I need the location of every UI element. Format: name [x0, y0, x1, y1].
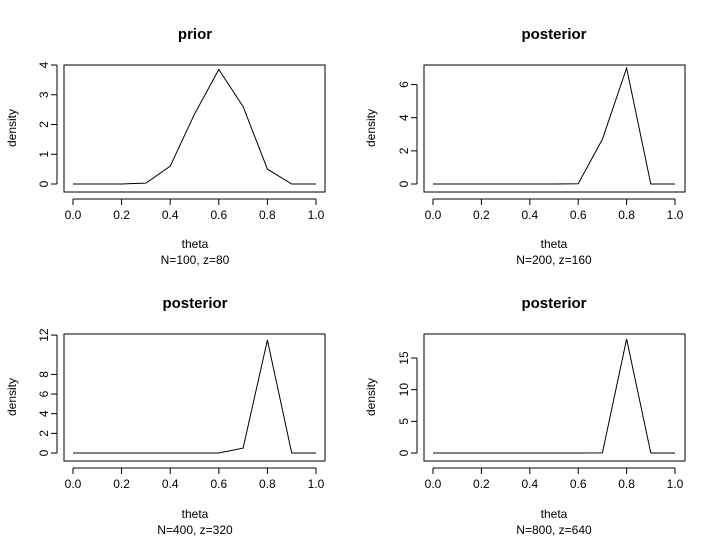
panel-4-y-label: density: [364, 378, 378, 416]
panel-4-plot-frame: [423, 333, 686, 462]
panel-4-x-label: theta: [541, 507, 568, 521]
panel-4: posterior 0.0 0.2 0.4 0.6 0.8 1.0 0 5 10 15 thet…: [364, 295, 686, 537]
y-tick-label: 6: [397, 81, 411, 88]
y-tick-label: 4: [37, 61, 51, 68]
panel-2-subtitle: N=200, z=160: [516, 253, 592, 267]
x-tick-label: 0.6: [210, 208, 227, 222]
x-tick-label: 0.6: [210, 477, 227, 491]
x-tick-label: 0.8: [618, 208, 635, 222]
panel-1: prior 0.0 0.2 0.4 0.6 0.8 1.0 0 1 2 3 4 theta N=1…: [5, 26, 326, 267]
x-tick-label: 0.4: [521, 477, 538, 491]
panel-3-y-axis: 0 2 4 6 8 12: [37, 328, 58, 456]
panel-2-y-label: density: [364, 109, 378, 147]
panel-1-series: [73, 68, 316, 185]
panel-4-title: posterior: [521, 295, 586, 312]
panel-4-x-axis: 0.0 0.2 0.4 0.6 0.8 1.0: [425, 467, 684, 491]
panel-3-plot-frame: [63, 333, 326, 462]
y-tick-label: 5: [397, 418, 411, 425]
x-tick-label: 1.0: [667, 477, 684, 491]
x-tick-label: 0.6: [570, 477, 587, 491]
y-tick-label: 8: [37, 371, 51, 378]
y-tick-label: 0: [37, 180, 51, 187]
panel-4-subtitle: N=800, z=640: [516, 523, 592, 537]
y-tick-label: 4: [397, 114, 411, 121]
x-tick-label: 1.0: [308, 208, 325, 222]
x-tick-label: 0.2: [473, 477, 490, 491]
x-tick-label: 0.6: [570, 208, 587, 222]
panel-3: posterior 0.0 0.2 0.4 0.6 0.8 1.0 0 2 4 6 8 12 the…: [5, 295, 326, 537]
density-line: [433, 66, 675, 185]
x-tick-label: 0.2: [473, 208, 490, 222]
y-tick-label: 0: [37, 449, 51, 456]
panel-1-x-label: theta: [182, 237, 209, 251]
x-tick-label: 0.0: [65, 477, 82, 491]
panel-4-series: [433, 338, 675, 454]
y-tick-label: 10: [397, 383, 411, 397]
panel-2-x-label: theta: [541, 237, 568, 251]
panel-3-x-axis: 0.0 0.2 0.4 0.6 0.8 1.0: [65, 467, 325, 491]
y-tick-label: 0: [397, 180, 411, 187]
x-tick-label: 1.0: [308, 477, 325, 491]
panel-3-subtitle: N=400, z=320: [157, 523, 233, 537]
x-tick-label: 0.2: [113, 477, 130, 491]
y-tick-label: 3: [37, 91, 51, 98]
x-tick-label: 0.4: [162, 208, 179, 222]
panel-4-y-axis: 0 5 10 15: [397, 351, 418, 456]
panel-2-series: [433, 66, 675, 185]
y-tick-label: 4: [37, 410, 51, 417]
panel-1-y-axis: 0 1 2 3 4: [37, 61, 58, 187]
panel-2-title: posterior: [521, 26, 586, 43]
x-tick-label: 0.8: [259, 208, 276, 222]
x-tick-label: 0.8: [618, 477, 635, 491]
x-tick-label: 0.8: [259, 477, 276, 491]
x-tick-label: 0.0: [65, 208, 82, 222]
panel-3-series: [73, 339, 316, 454]
x-tick-label: 0.0: [425, 477, 442, 491]
y-tick-label: 15: [397, 351, 411, 365]
y-tick-label: 1: [37, 151, 51, 158]
density-line: [73, 68, 316, 185]
panel-1-title: prior: [178, 26, 212, 43]
panel-3-y-label: density: [5, 378, 19, 416]
y-tick-label: 2: [397, 147, 411, 154]
panel-3-x-label: theta: [182, 507, 209, 521]
panel-3-title: posterior: [162, 295, 227, 312]
density-line: [433, 338, 675, 454]
x-tick-label: 0.0: [425, 208, 442, 222]
panel-1-plot-frame: [63, 64, 326, 193]
panel-1-y-label: density: [5, 109, 19, 147]
y-tick-label: 0: [397, 449, 411, 456]
x-tick-label: 0.4: [521, 208, 538, 222]
density-line: [73, 339, 316, 454]
x-tick-label: 0.2: [113, 208, 130, 222]
x-tick-label: 1.0: [667, 208, 684, 222]
x-tick-label: 0.4: [162, 477, 179, 491]
panel-2-y-axis: 0 2 4 6: [397, 81, 418, 187]
y-tick-label: 6: [37, 390, 51, 397]
y-tick-label: 2: [37, 121, 51, 128]
panel-2-x-axis: 0.0 0.2 0.4 0.6 0.8 1.0: [425, 198, 684, 222]
panel-1-subtitle: N=100, z=80: [161, 253, 230, 267]
y-tick-label: 12: [37, 328, 51, 342]
panel-1-x-axis: 0.0 0.2 0.4 0.6 0.8 1.0: [65, 198, 325, 222]
panel-2-plot-frame: [423, 64, 686, 193]
y-tick-label: 2: [37, 430, 51, 437]
